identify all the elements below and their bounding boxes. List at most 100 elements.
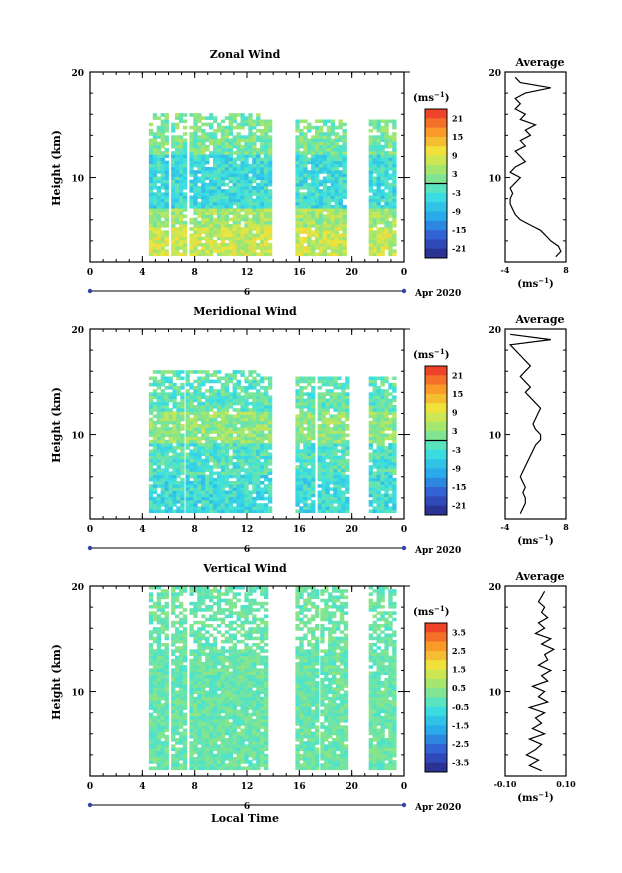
heatmap-cell (148, 668, 154, 672)
heatmap-cell (164, 687, 169, 691)
heatmap-cell (160, 757, 165, 761)
heatmap-cell (201, 741, 206, 745)
heatmap-cell (209, 484, 214, 488)
colorbar-segment (425, 230, 447, 240)
heatmap-cell (260, 119, 265, 124)
heatmap-cell (197, 496, 202, 501)
heatmap-cell (384, 493, 389, 498)
heatmap-cell (345, 433, 350, 438)
heatmap-cell (209, 386, 214, 390)
heatmap-cell (171, 757, 176, 761)
heatmap-cell (384, 119, 389, 124)
heatmap-cell (156, 408, 162, 412)
heatmap-cell (171, 715, 176, 720)
heatmap-cell (152, 452, 158, 457)
heatmap-cell (189, 167, 194, 171)
heatmap-cell (182, 157, 188, 162)
heatmap-cell (376, 173, 381, 177)
heatmap-cell (228, 205, 234, 209)
heatmap-cell (303, 220, 308, 225)
heatmap-cell (182, 677, 188, 682)
heatmap-cell (321, 433, 326, 438)
heatmap-cell (264, 411, 269, 415)
heatmap-cell (180, 458, 185, 463)
heatmap-cell (384, 471, 389, 476)
heatmap-cell (171, 763, 176, 767)
heatmap-cell (392, 122, 397, 127)
heatmap-cell (321, 455, 326, 460)
heatmap-cell (180, 509, 185, 514)
heatmap-cell (209, 414, 214, 419)
heatmap-cell (260, 417, 265, 422)
heatmap-cell (180, 452, 185, 457)
heatmap-cell (171, 668, 176, 672)
heatmap-cell (244, 376, 249, 381)
heatmap-cell (315, 239, 320, 244)
heatmap-cell (228, 417, 234, 422)
heatmap-cell (178, 230, 184, 234)
heatmap-cell (317, 446, 322, 450)
heatmap-cell (197, 601, 202, 606)
heatmap-cell (209, 211, 214, 215)
heatmap-cell (376, 484, 381, 488)
heatmap-cell (295, 122, 300, 127)
heatmap-cell (368, 487, 374, 491)
heatmap-cell (240, 458, 245, 463)
heatmap-cell (299, 449, 304, 453)
heatmap-cell (236, 465, 241, 469)
heatmap-cell (232, 233, 237, 238)
heatmap-cell (236, 135, 241, 139)
heatmap-cell (197, 598, 202, 603)
heatmap-cell (205, 589, 210, 593)
heatmap-cell (201, 379, 206, 384)
heatmap-cell (236, 154, 241, 158)
heatmap-cell (342, 170, 347, 174)
heatmap-cell (201, 217, 206, 222)
heatmap-cell (220, 198, 226, 203)
heatmap-cell (164, 414, 169, 419)
heatmap-cell (260, 192, 265, 196)
heatmap-cell (193, 116, 198, 120)
heatmap-cell (252, 414, 257, 419)
heatmap-cell (201, 201, 206, 206)
heatmap-cell (168, 449, 173, 453)
heatmap-cell (236, 214, 241, 219)
heatmap-cell (307, 490, 312, 495)
heatmap-cell (380, 436, 385, 441)
heatmap-cell (216, 401, 222, 406)
heatmap-cell (156, 214, 162, 219)
heatmap-cell (175, 189, 180, 193)
heatmap-cell (334, 125, 339, 130)
heatmap-cell (164, 154, 169, 158)
heatmap-cell (252, 395, 257, 400)
heatmap-cell (216, 217, 222, 222)
heatmap-cell (315, 233, 320, 238)
heatmap-cell (252, 405, 257, 409)
heatmap-cell (156, 614, 162, 619)
heatmap-cell (384, 414, 389, 419)
heatmap-cell (256, 477, 261, 482)
heatmap-cell (148, 662, 154, 666)
heatmap-cell (205, 455, 210, 460)
heatmap-cell (341, 382, 346, 387)
heatmap-cell (172, 417, 177, 422)
heatmap-cell (216, 408, 222, 412)
heatmap-cell (182, 633, 188, 638)
heatmap-cell (197, 750, 202, 755)
heatmap-cell (175, 655, 180, 660)
heatmap-cell (178, 665, 184, 669)
heatmap-cell (384, 132, 389, 136)
heatmap-cell (240, 395, 245, 400)
heatmap-cell (318, 151, 324, 155)
heatmap-cell (164, 249, 169, 253)
heatmap-cell (209, 436, 214, 441)
heatmap-cell (244, 477, 249, 482)
colorbar-tick-label: 21 (452, 370, 463, 380)
heatmap-cell (299, 154, 304, 158)
heatmap-cell (220, 484, 226, 488)
heatmap-cell (318, 170, 324, 174)
heatmap-cell (318, 138, 324, 143)
heatmap-cell (315, 217, 320, 222)
x-tick-label: 4 (139, 525, 145, 535)
heatmap-cell (189, 630, 194, 634)
